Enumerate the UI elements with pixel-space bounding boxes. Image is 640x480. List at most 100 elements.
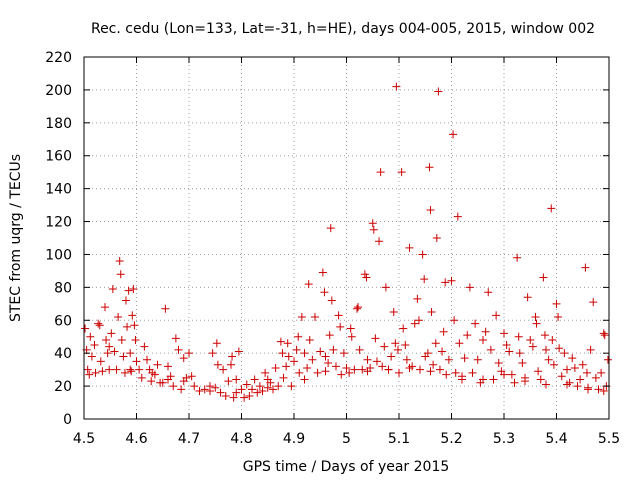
data-point (107, 329, 116, 338)
x-tick-label: 4.5 (73, 431, 95, 447)
data-point (124, 286, 133, 295)
x-axis-tick-labels: 4.5 4.6 4.7 4.8 4.9 5 5.1 5.2 5.3 5.4 5.5 (73, 431, 620, 447)
data-point (528, 342, 537, 351)
data-point (405, 363, 414, 372)
data-point (447, 276, 456, 285)
data-point (164, 362, 172, 371)
data-point (473, 355, 482, 364)
data-point (555, 344, 564, 353)
data-point (414, 316, 423, 325)
data-point (540, 331, 549, 340)
data-point (177, 385, 186, 394)
data-point (305, 336, 314, 345)
y-tick-label: 200 (45, 83, 72, 99)
data-point (232, 375, 241, 384)
data-point (494, 359, 503, 368)
data-point (439, 327, 448, 336)
data-point (245, 391, 254, 400)
y-tick-label: 80 (54, 280, 72, 296)
data-point (484, 288, 493, 297)
data-point (148, 368, 157, 377)
data-point (283, 339, 292, 348)
grid-lines (84, 57, 609, 419)
data-point (253, 388, 262, 397)
data-point (435, 365, 444, 374)
data-point (492, 311, 501, 320)
data-point (395, 368, 403, 377)
data-point (294, 332, 303, 341)
data-point (127, 367, 136, 376)
x-tick-label: 5 (342, 431, 351, 447)
data-point (105, 342, 114, 351)
data-point (548, 336, 557, 345)
data-point (329, 345, 338, 354)
data-point (130, 321, 139, 330)
data-point (449, 130, 458, 139)
data-point (161, 304, 170, 313)
data-point (450, 316, 459, 325)
data-point (219, 365, 228, 374)
data-point (195, 387, 204, 396)
data-point (95, 321, 104, 330)
data-point (532, 319, 541, 328)
data-point (318, 268, 327, 277)
data-point (397, 168, 406, 177)
data-point (190, 382, 199, 391)
data-point (250, 375, 259, 384)
data-point (554, 312, 563, 321)
data-point (552, 299, 561, 308)
data-point (500, 370, 508, 379)
data-point (98, 367, 107, 376)
data-point (336, 322, 345, 331)
data-point (563, 380, 571, 389)
data-point (216, 388, 225, 397)
data-point (384, 365, 393, 374)
data-point (410, 319, 419, 328)
data-point (576, 375, 585, 384)
y-tick-label: 120 (45, 215, 72, 231)
data-point (237, 385, 246, 394)
y-tick-label: 220 (45, 50, 72, 66)
data-point (126, 349, 135, 358)
data-point (515, 349, 524, 358)
data-point (362, 273, 371, 282)
data-point (542, 380, 550, 389)
data-point (599, 329, 608, 338)
data-point (486, 345, 495, 354)
data-point (140, 342, 149, 351)
data-point (321, 367, 330, 376)
data-point (171, 334, 180, 343)
data-point (117, 336, 126, 345)
data-point (423, 349, 432, 358)
y-tick-label: 20 (54, 379, 72, 395)
data-point (295, 368, 304, 377)
data-point (526, 336, 535, 345)
data-point (451, 368, 460, 377)
data-point (431, 339, 440, 348)
x-tick-label: 5.1 (388, 431, 410, 447)
data-point (371, 334, 380, 343)
data-point (143, 355, 151, 364)
chart-title: Rec. cedu (Lon=133, Lat=-31, h=HE), days… (91, 21, 595, 37)
data-point (132, 357, 141, 366)
x-tick-label: 5.5 (598, 431, 620, 447)
data-point (523, 293, 532, 302)
data-point (376, 168, 385, 177)
data-point (363, 355, 372, 364)
data-point (112, 365, 121, 374)
data-series-stec (81, 82, 612, 402)
data-point (375, 237, 384, 246)
data-point (600, 331, 609, 340)
data-point (347, 332, 356, 341)
data-point (360, 270, 369, 279)
data-point (103, 349, 112, 358)
data-point (536, 375, 545, 384)
data-point (489, 375, 498, 384)
data-point (263, 383, 272, 392)
data-point (83, 365, 92, 374)
data-point (221, 391, 230, 400)
data-point (460, 354, 469, 363)
data-point (586, 345, 595, 354)
data-point (334, 311, 343, 320)
data-point (425, 163, 434, 172)
